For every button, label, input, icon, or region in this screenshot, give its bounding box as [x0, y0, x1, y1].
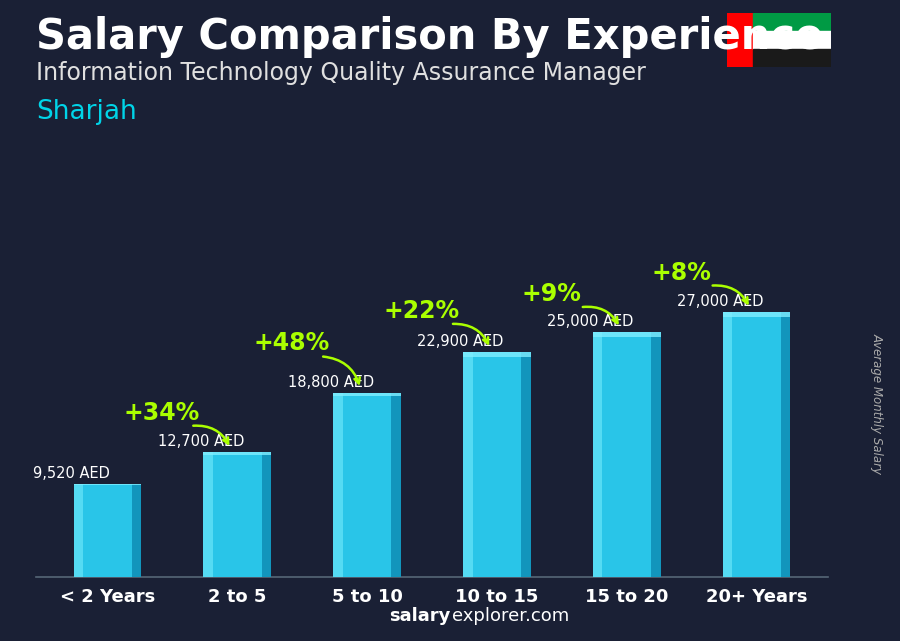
Text: explorer.com: explorer.com: [452, 607, 569, 625]
Text: Salary Comparison By Experience: Salary Comparison By Experience: [36, 16, 824, 58]
Bar: [74, 483, 83, 577]
Bar: [464, 353, 531, 577]
Bar: [333, 392, 400, 396]
Bar: [593, 332, 661, 577]
Text: +8%: +8%: [652, 261, 711, 285]
Bar: [753, 49, 831, 67]
Text: salary: salary: [389, 607, 450, 625]
Bar: [333, 392, 400, 577]
Text: 12,700 AED: 12,700 AED: [158, 435, 244, 449]
Text: Sharjah: Sharjah: [36, 99, 137, 126]
Text: 22,900 AED: 22,900 AED: [418, 335, 504, 349]
Bar: [781, 312, 790, 577]
Bar: [753, 13, 831, 31]
Text: Information Technology Quality Assurance Manager: Information Technology Quality Assurance…: [36, 61, 646, 85]
Bar: [203, 453, 271, 455]
Bar: [593, 332, 602, 577]
Text: 9,520 AED: 9,520 AED: [32, 465, 110, 481]
Text: 18,800 AED: 18,800 AED: [288, 374, 374, 390]
Bar: [464, 353, 531, 357]
Bar: [74, 483, 141, 485]
Bar: [593, 332, 661, 337]
Text: 27,000 AED: 27,000 AED: [677, 294, 763, 309]
Bar: [74, 483, 141, 577]
Text: +34%: +34%: [124, 401, 200, 425]
Bar: [723, 312, 790, 577]
Bar: [203, 453, 271, 577]
Bar: [651, 332, 661, 577]
Text: +9%: +9%: [521, 282, 581, 306]
Bar: [392, 392, 400, 577]
Text: 25,000 AED: 25,000 AED: [547, 314, 634, 329]
Bar: [723, 312, 790, 317]
Bar: [203, 453, 213, 577]
Text: +22%: +22%: [383, 299, 460, 323]
Bar: [131, 483, 141, 577]
Bar: [262, 453, 271, 577]
Bar: [521, 353, 531, 577]
Bar: [723, 312, 733, 577]
Text: +48%: +48%: [254, 331, 330, 355]
Text: Average Monthly Salary: Average Monthly Salary: [871, 333, 884, 474]
Bar: [753, 31, 831, 49]
Bar: [727, 13, 753, 67]
Bar: [464, 353, 472, 577]
Bar: [333, 392, 343, 577]
